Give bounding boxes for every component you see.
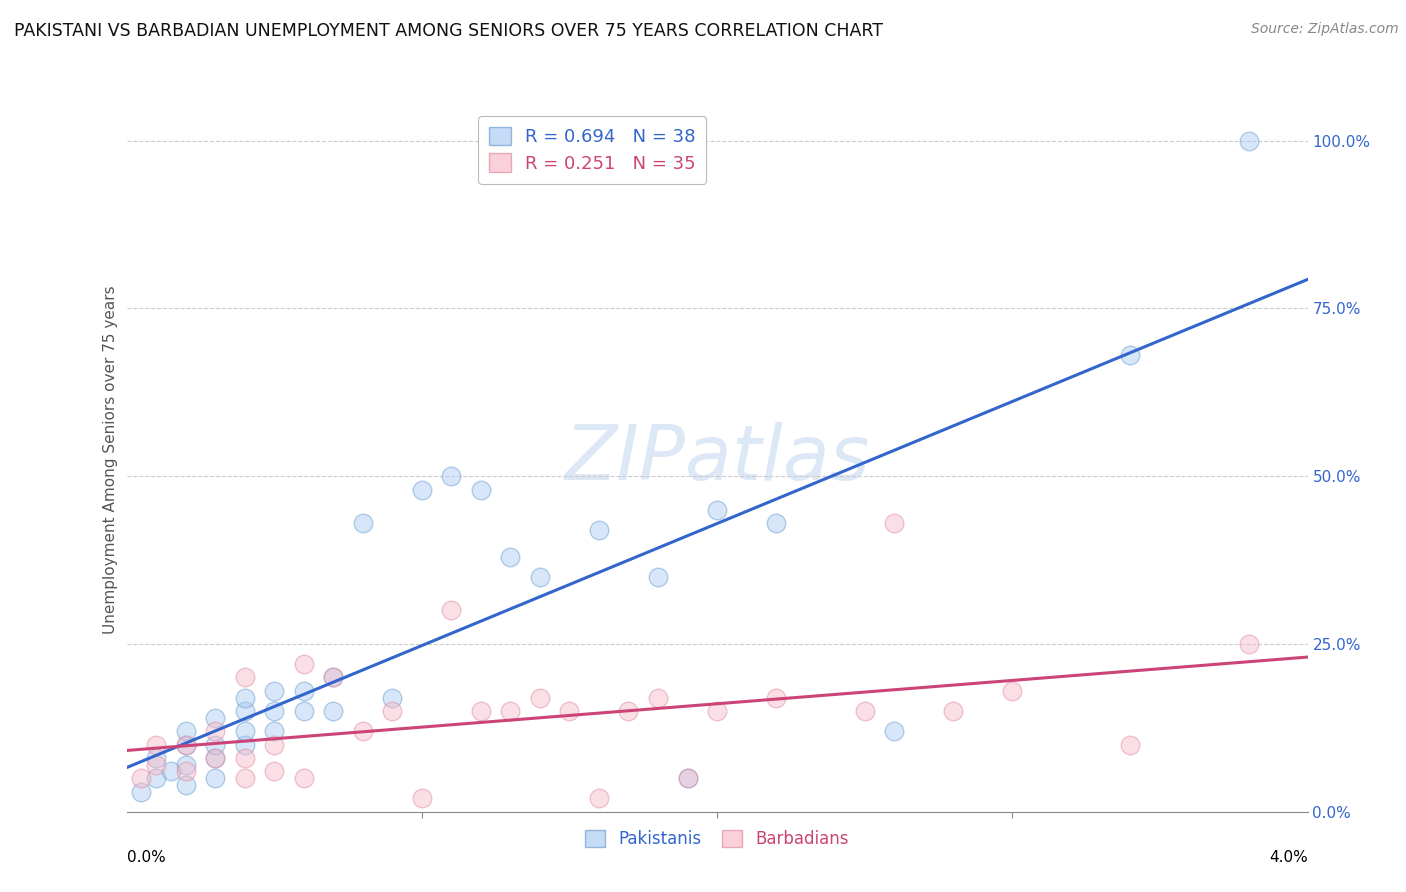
Point — [233, 704, 256, 718]
Point — [174, 738, 197, 752]
Point — [883, 516, 905, 530]
Point — [322, 671, 344, 685]
Point — [588, 791, 610, 805]
Point — [411, 483, 433, 497]
Point — [204, 724, 226, 739]
Point — [292, 771, 315, 785]
Point — [440, 603, 463, 617]
Legend: Pakistanis, Barbadians: Pakistanis, Barbadians — [576, 822, 858, 856]
Point — [204, 751, 226, 765]
Point — [204, 751, 226, 765]
Point — [765, 516, 787, 530]
Point — [145, 757, 167, 772]
Point — [233, 724, 256, 739]
Point — [470, 483, 492, 497]
Text: 4.0%: 4.0% — [1268, 850, 1308, 865]
Point — [174, 757, 197, 772]
Point — [1237, 134, 1260, 148]
Point — [233, 671, 256, 685]
Text: ZIPatlas: ZIPatlas — [564, 423, 870, 496]
Point — [529, 570, 551, 584]
Point — [160, 764, 183, 779]
Point — [263, 738, 285, 752]
Point — [381, 690, 404, 705]
Point — [233, 690, 256, 705]
Point — [322, 704, 344, 718]
Point — [292, 657, 315, 671]
Point — [233, 771, 256, 785]
Point — [1119, 738, 1142, 752]
Point — [883, 724, 905, 739]
Point — [263, 704, 285, 718]
Point — [470, 704, 492, 718]
Point — [129, 771, 153, 785]
Point — [1119, 348, 1142, 362]
Point — [411, 791, 433, 805]
Point — [1001, 684, 1024, 698]
Point — [647, 690, 669, 705]
Point — [352, 724, 374, 739]
Point — [204, 771, 226, 785]
Point — [174, 778, 197, 792]
Point — [499, 704, 522, 718]
Point — [558, 704, 581, 718]
Point — [145, 751, 167, 765]
Point — [145, 771, 167, 785]
Point — [381, 704, 404, 718]
Point — [292, 684, 315, 698]
Point — [1237, 637, 1260, 651]
Point — [706, 502, 728, 516]
Point — [263, 684, 285, 698]
Point — [617, 704, 640, 718]
Point — [263, 764, 285, 779]
Point — [647, 570, 669, 584]
Point — [529, 690, 551, 705]
Y-axis label: Unemployment Among Seniors over 75 years: Unemployment Among Seniors over 75 years — [103, 285, 118, 633]
Text: 0.0%: 0.0% — [127, 850, 166, 865]
Point — [174, 738, 197, 752]
Point — [706, 704, 728, 718]
Point — [233, 751, 256, 765]
Point — [440, 469, 463, 483]
Point — [676, 771, 699, 785]
Point — [129, 784, 153, 798]
Point — [263, 724, 285, 739]
Point — [233, 738, 256, 752]
Point — [352, 516, 374, 530]
Point — [588, 523, 610, 537]
Point — [765, 690, 787, 705]
Point — [204, 711, 226, 725]
Point — [292, 704, 315, 718]
Point — [174, 724, 197, 739]
Point — [853, 704, 876, 718]
Text: Source: ZipAtlas.com: Source: ZipAtlas.com — [1251, 22, 1399, 37]
Point — [942, 704, 965, 718]
Point — [322, 671, 344, 685]
Point — [174, 764, 197, 779]
Point — [204, 738, 226, 752]
Text: PAKISTANI VS BARBADIAN UNEMPLOYMENT AMONG SENIORS OVER 75 YEARS CORRELATION CHAR: PAKISTANI VS BARBADIAN UNEMPLOYMENT AMON… — [14, 22, 883, 40]
Point — [145, 738, 167, 752]
Point — [499, 549, 522, 564]
Point — [676, 771, 699, 785]
